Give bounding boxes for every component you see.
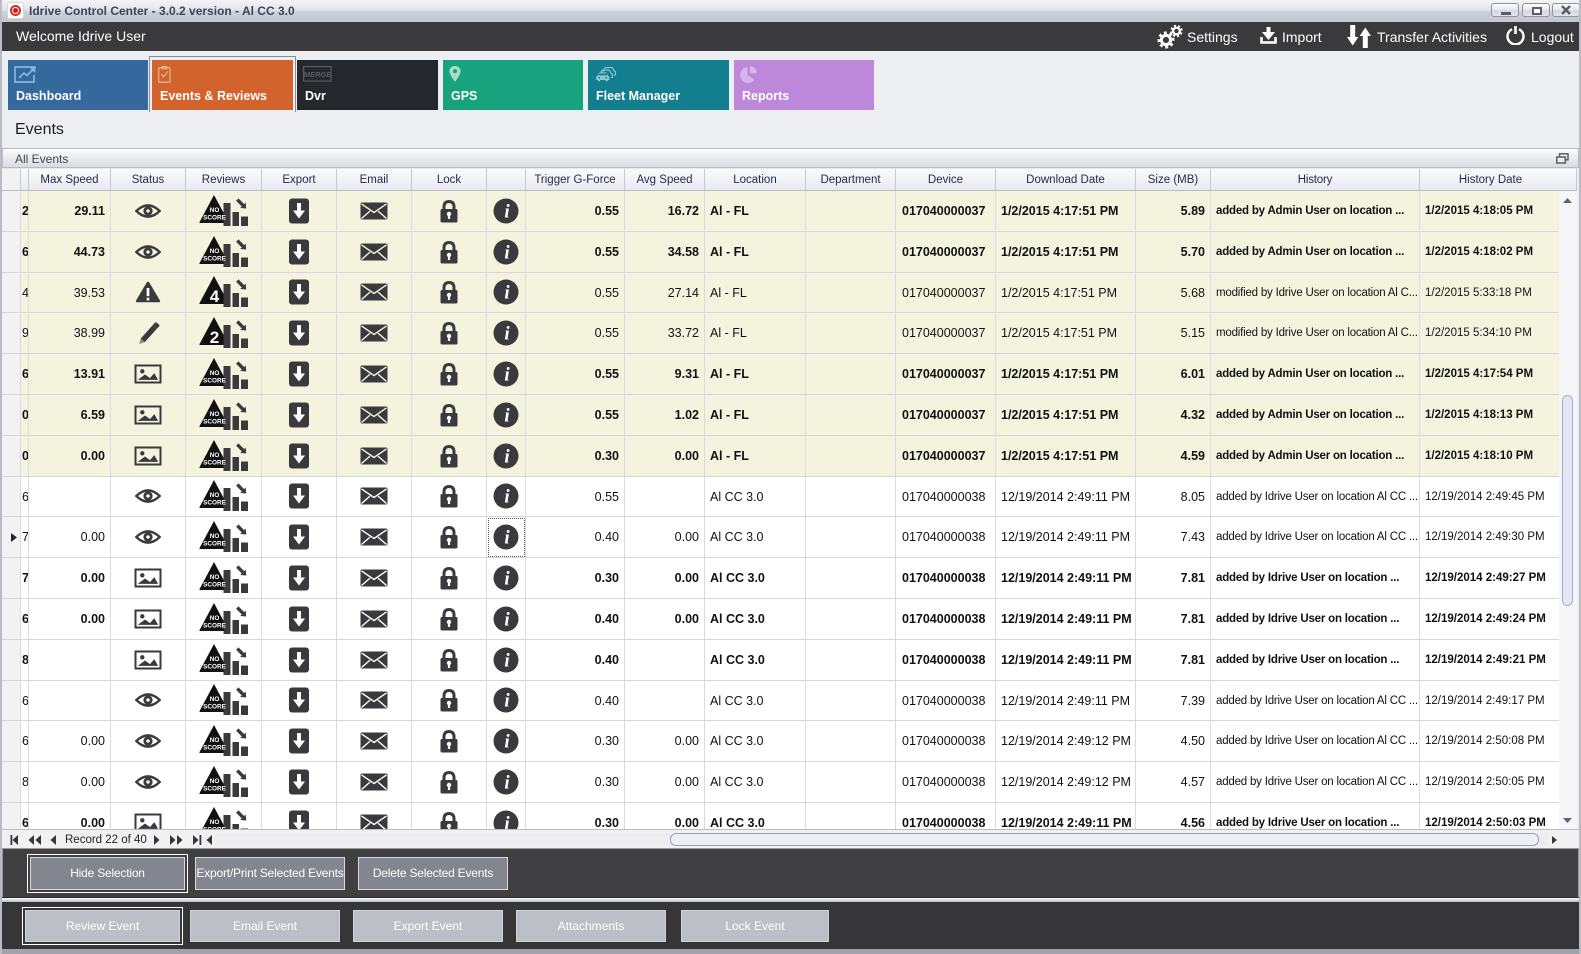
svg-text:SCORE: SCORE	[203, 582, 226, 589]
svg-text:NO: NO	[209, 452, 219, 459]
svg-text:NO: NO	[209, 778, 219, 785]
svg-text:SCORE: SCORE	[203, 255, 226, 262]
svg-text:4: 4	[209, 287, 219, 306]
svg-text:SCORE: SCORE	[203, 500, 226, 507]
svg-text:NO: NO	[209, 696, 219, 703]
svg-text:SCORE: SCORE	[203, 663, 226, 670]
svg-text:SCORE: SCORE	[203, 541, 226, 548]
svg-text:NO: NO	[209, 656, 219, 663]
svg-text:NO: NO	[209, 370, 219, 377]
svg-text:NO: NO	[209, 574, 219, 581]
svg-text:SCORE: SCORE	[203, 418, 226, 425]
svg-text:NO: NO	[209, 207, 219, 214]
svg-text:MERGE: MERGE	[304, 70, 332, 79]
svg-text:SCORE: SCORE	[203, 378, 226, 385]
svg-text:NO: NO	[209, 248, 219, 255]
svg-text:SCORE: SCORE	[203, 704, 226, 711]
svg-text:NO: NO	[209, 411, 219, 418]
svg-text:NO: NO	[209, 615, 219, 622]
svg-text:2: 2	[209, 328, 218, 347]
svg-text:SCORE: SCORE	[203, 214, 226, 221]
svg-text:NO: NO	[209, 819, 219, 826]
svg-text:SCORE: SCORE	[203, 745, 226, 752]
svg-text:NO: NO	[209, 492, 219, 499]
svg-text:SCORE: SCORE	[203, 786, 226, 793]
svg-text:NO: NO	[209, 737, 219, 744]
svg-text:SCORE: SCORE	[203, 622, 226, 629]
svg-text:SCORE: SCORE	[203, 459, 226, 466]
svg-text:SCORE: SCORE	[203, 826, 226, 829]
svg-text:NO: NO	[209, 533, 219, 540]
